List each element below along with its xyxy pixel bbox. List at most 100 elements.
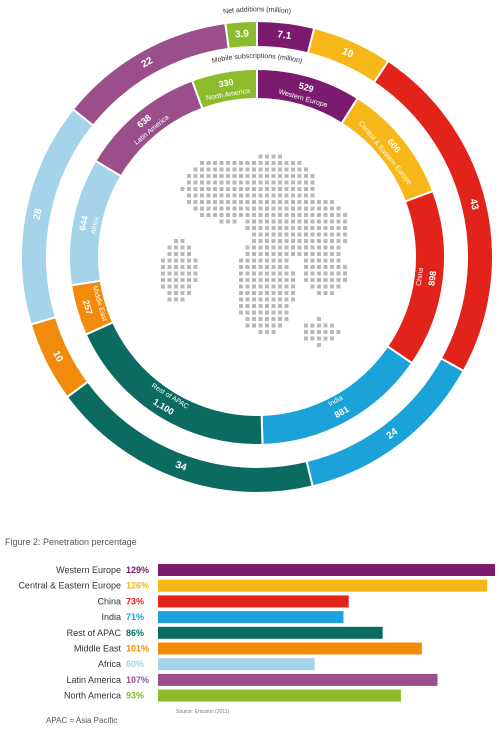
land-dot [174, 258, 178, 263]
land-dot [271, 232, 276, 237]
land-dot [291, 180, 295, 185]
land-dot [258, 239, 263, 243]
land-dot [232, 174, 237, 178]
land-dot [193, 278, 198, 282]
land-dot [336, 252, 341, 256]
value-label-central-and-eastern-europe: 10 [340, 46, 355, 61]
land-dot [343, 271, 347, 276]
land-dot [291, 174, 295, 178]
land-dot [304, 336, 308, 341]
bar-value-africa: 60% [126, 659, 144, 669]
land-dot [226, 180, 230, 185]
land-dot [219, 219, 224, 224]
land-dot [336, 226, 341, 230]
land-dot [219, 187, 224, 191]
land-dot [245, 219, 250, 224]
figure-title: Figure 2: Penetration percentage [5, 537, 137, 547]
value-label-africa: 644 [77, 215, 90, 232]
land-dot [343, 232, 347, 237]
land-dot [252, 161, 256, 165]
land-dot [304, 167, 308, 172]
land-dot [213, 193, 217, 198]
land-dots [161, 154, 347, 347]
land-dot [278, 180, 282, 185]
land-dot [284, 245, 289, 250]
land-dot [310, 200, 315, 204]
land-dot [180, 265, 185, 269]
land-dot [226, 187, 230, 191]
land-dot [317, 265, 321, 269]
land-dot [265, 206, 269, 211]
land-dot [291, 252, 295, 256]
land-dot [252, 187, 256, 191]
land-dot [245, 161, 250, 165]
land-dot [265, 304, 269, 308]
land-dot [336, 284, 341, 289]
land-dot [291, 206, 295, 211]
value-label-china: 898 [426, 270, 438, 286]
land-dot [167, 265, 172, 269]
land-dot [278, 167, 282, 172]
land-dot [284, 265, 289, 269]
land-dot [278, 239, 282, 243]
land-dot [206, 187, 211, 191]
land-dot [258, 219, 263, 224]
land-dot [265, 291, 269, 295]
land-dot [323, 245, 328, 250]
land-dot [317, 219, 321, 224]
land-dot [213, 174, 217, 178]
land-dot [252, 310, 256, 315]
land-dot [265, 258, 269, 263]
bar-label-india: India [101, 612, 121, 622]
land-dot [297, 167, 302, 172]
land-dot [245, 265, 250, 269]
land-dot [317, 323, 321, 328]
land-dot [219, 193, 224, 198]
land-dot [245, 193, 250, 198]
land-dot [278, 317, 282, 321]
bar-africa [158, 658, 315, 671]
land-dot [317, 200, 321, 204]
land-dot [330, 291, 334, 295]
land-dot [219, 213, 224, 217]
bar-rest-of-apac [158, 626, 383, 639]
land-dot [271, 200, 276, 204]
land-dot [317, 284, 321, 289]
land-dot [232, 200, 237, 204]
land-dot [317, 226, 321, 230]
land-dot [271, 167, 276, 172]
land-dot [278, 310, 282, 315]
land-dot [174, 291, 178, 295]
land-dot [193, 200, 198, 204]
land-dot [193, 271, 198, 276]
land-dot [206, 167, 211, 172]
land-dot [304, 271, 308, 276]
land-dot [252, 213, 256, 217]
land-dot [245, 252, 250, 256]
land-dot [304, 219, 308, 224]
land-dot [252, 180, 256, 185]
land-dot [271, 193, 276, 198]
land-dot [291, 213, 295, 217]
land-dot [206, 206, 211, 211]
land-dot [343, 239, 347, 243]
land-dot [310, 193, 315, 198]
land-dot [323, 291, 328, 295]
value-label-middle-east: 257 [81, 299, 95, 316]
land-dot [336, 213, 341, 217]
land-dot [187, 200, 191, 204]
land-dot [239, 291, 243, 295]
land-dot [330, 213, 334, 217]
source-note: Source: Ericsson (2011) [176, 709, 230, 715]
land-dot [245, 167, 250, 172]
land-dot [245, 284, 250, 289]
land-dot [174, 297, 178, 302]
land-dot [297, 187, 302, 191]
land-dot [219, 161, 224, 165]
land-dot [258, 252, 263, 256]
land-dot [271, 154, 276, 159]
land-dot [232, 180, 237, 185]
land-dot [187, 284, 191, 289]
land-dot [258, 258, 263, 263]
land-dot [317, 271, 321, 276]
